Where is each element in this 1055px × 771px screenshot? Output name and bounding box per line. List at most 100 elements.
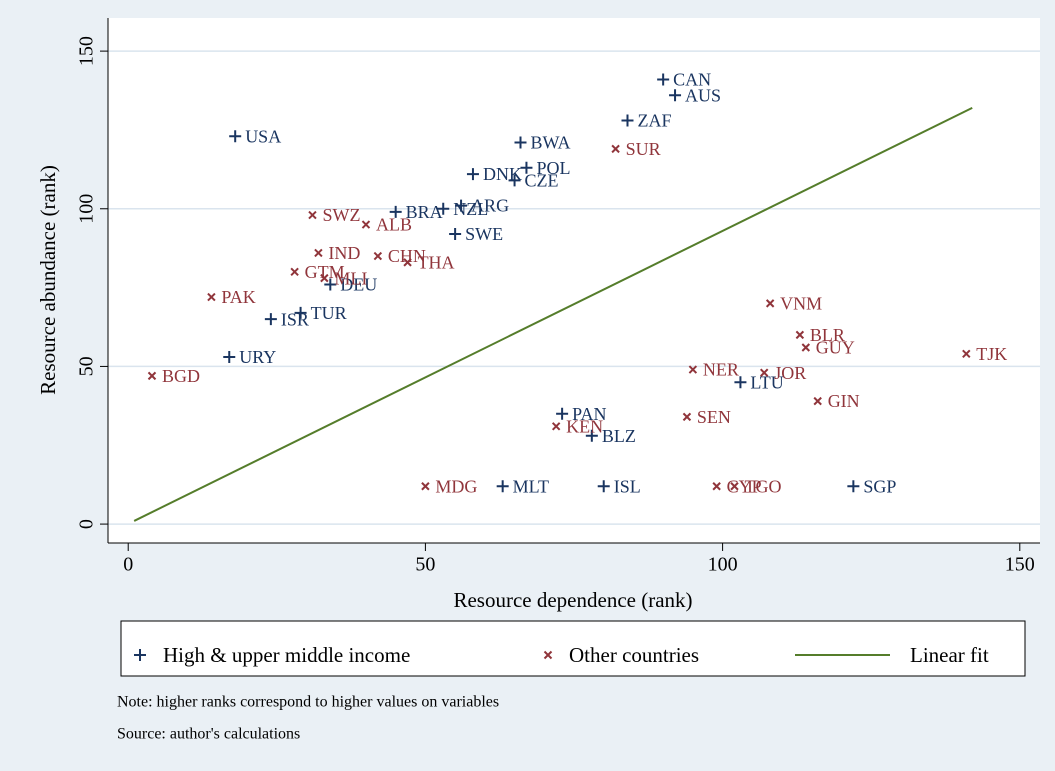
- point: [688, 365, 698, 374]
- point-label: BRA: [406, 202, 443, 222]
- point-label: GIN: [828, 391, 860, 411]
- point: [657, 73, 670, 86]
- point: [437, 202, 450, 215]
- point: [403, 258, 412, 267]
- point-label: JOR: [774, 363, 806, 383]
- point: [294, 306, 307, 319]
- point: [308, 210, 317, 220]
- point: [585, 429, 598, 442]
- point-label: CYP: [727, 476, 762, 496]
- point: [813, 396, 822, 406]
- x-tick-label: 0: [123, 554, 133, 576]
- point-label: ISR: [281, 309, 309, 329]
- legend-marker: [543, 650, 553, 660]
- x-tick-label: 50: [415, 554, 435, 576]
- point: [421, 482, 430, 491]
- point-label: TJK: [976, 344, 1007, 364]
- point-label: GTM: [305, 262, 345, 282]
- point-label: BWA: [531, 133, 571, 153]
- point: [734, 376, 747, 389]
- point: [730, 482, 739, 491]
- legend-label: High & upper middle income: [163, 643, 410, 667]
- point: [514, 136, 527, 149]
- point: [373, 251, 383, 261]
- fit-line: [133, 106, 973, 522]
- legend: [120, 620, 1026, 677]
- point: [611, 144, 620, 154]
- point: [847, 480, 860, 493]
- legend-label: Other countries: [569, 643, 699, 667]
- point: [449, 227, 462, 240]
- point: [290, 267, 299, 277]
- point-label: CZE: [525, 171, 559, 191]
- point-label: ARG: [471, 196, 509, 216]
- point-label: THA: [418, 252, 455, 272]
- point: [597, 480, 610, 493]
- y-tick-label: 150: [76, 36, 98, 66]
- point-label: DNK: [483, 164, 522, 184]
- point-label: LTU: [750, 372, 783, 392]
- point-label: SWZ: [322, 205, 360, 225]
- point-label: GUY: [816, 338, 855, 358]
- point-label: BLZ: [602, 426, 636, 446]
- point: [801, 343, 811, 352]
- point-label: BLR: [810, 325, 845, 345]
- point-label: MDG: [435, 476, 477, 496]
- point: [765, 299, 775, 308]
- point: [669, 89, 682, 102]
- point-label: PAK: [221, 287, 255, 307]
- plot-area: [108, 18, 1040, 543]
- point: [361, 220, 371, 229]
- point-label: SGP: [863, 476, 896, 496]
- point: [759, 368, 769, 377]
- x-axis-title: Resource dependence (rank): [453, 588, 692, 612]
- point-label: SUR: [626, 139, 661, 159]
- point: [229, 130, 242, 143]
- point-label: URY: [239, 347, 276, 367]
- point-label: BGD: [162, 366, 200, 386]
- x-tick-label: 100: [708, 554, 738, 576]
- point-label: ALB: [376, 215, 412, 235]
- y-tick-label: 0: [76, 519, 98, 529]
- y-axis-title: Resource abundance (rank): [36, 165, 60, 395]
- point: [389, 205, 402, 218]
- point-label: IND: [328, 243, 360, 263]
- point: [264, 313, 277, 326]
- point-label: AUS: [685, 85, 721, 105]
- point-label: ISL: [614, 476, 641, 496]
- point: [551, 422, 561, 431]
- point: [682, 412, 692, 422]
- point: [207, 292, 216, 302]
- point: [466, 168, 479, 181]
- point: [962, 349, 971, 359]
- point-label: POL: [536, 158, 570, 178]
- point-label: NZL: [453, 199, 488, 219]
- point-label: DEU: [340, 275, 377, 295]
- point: [712, 482, 721, 491]
- point-label: VNM: [780, 293, 822, 313]
- legend-marker: [134, 649, 146, 661]
- note: Note: higher ranks correspond to higher …: [117, 694, 499, 711]
- point: [455, 199, 468, 212]
- point-label: NER: [703, 360, 739, 380]
- point-label: SWE: [465, 224, 503, 244]
- point: [320, 273, 329, 283]
- point: [147, 371, 157, 381]
- point: [223, 350, 236, 363]
- source: Source: author's calculations: [117, 726, 300, 743]
- legend-label: Linear fit: [910, 643, 989, 667]
- point: [314, 248, 323, 258]
- point: [324, 278, 337, 291]
- point-label: ZAF: [637, 111, 671, 131]
- point-label: MLT: [513, 476, 549, 496]
- point-label: KEN: [566, 416, 603, 436]
- point-label: CHN: [388, 246, 426, 266]
- point-label: PAN: [572, 404, 606, 424]
- point-label: MLI: [334, 268, 367, 288]
- point: [556, 407, 569, 420]
- x-tick-label: 150: [1005, 554, 1035, 576]
- point-label: USA: [245, 126, 281, 146]
- point-label: TGO: [744, 476, 781, 496]
- y-tick-label: 100: [76, 194, 98, 224]
